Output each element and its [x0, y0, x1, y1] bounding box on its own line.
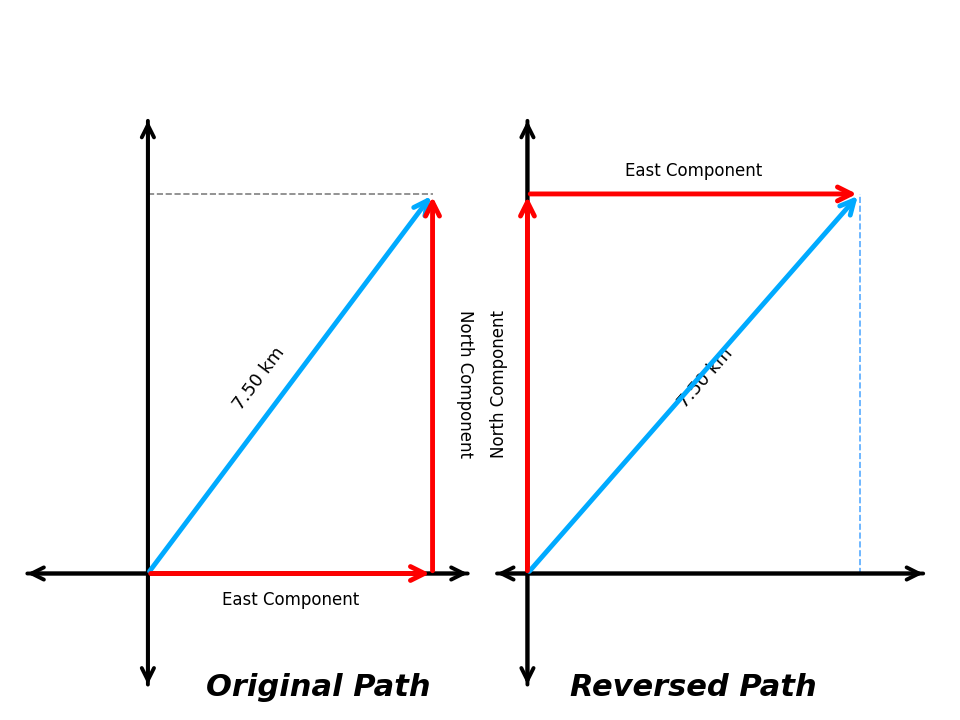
Text: 7.50 km: 7.50 km — [675, 344, 736, 411]
Text: Original Path: Original Path — [206, 672, 431, 701]
Text: East Component: East Component — [625, 162, 762, 180]
Text: 7.50 km: 7.50 km — [230, 343, 289, 413]
Text: East Component: East Component — [222, 590, 359, 608]
Text: Reversed Path: Reversed Path — [570, 672, 817, 701]
Text: North Component: North Component — [491, 310, 509, 458]
Text: North Component: North Component — [456, 310, 474, 458]
